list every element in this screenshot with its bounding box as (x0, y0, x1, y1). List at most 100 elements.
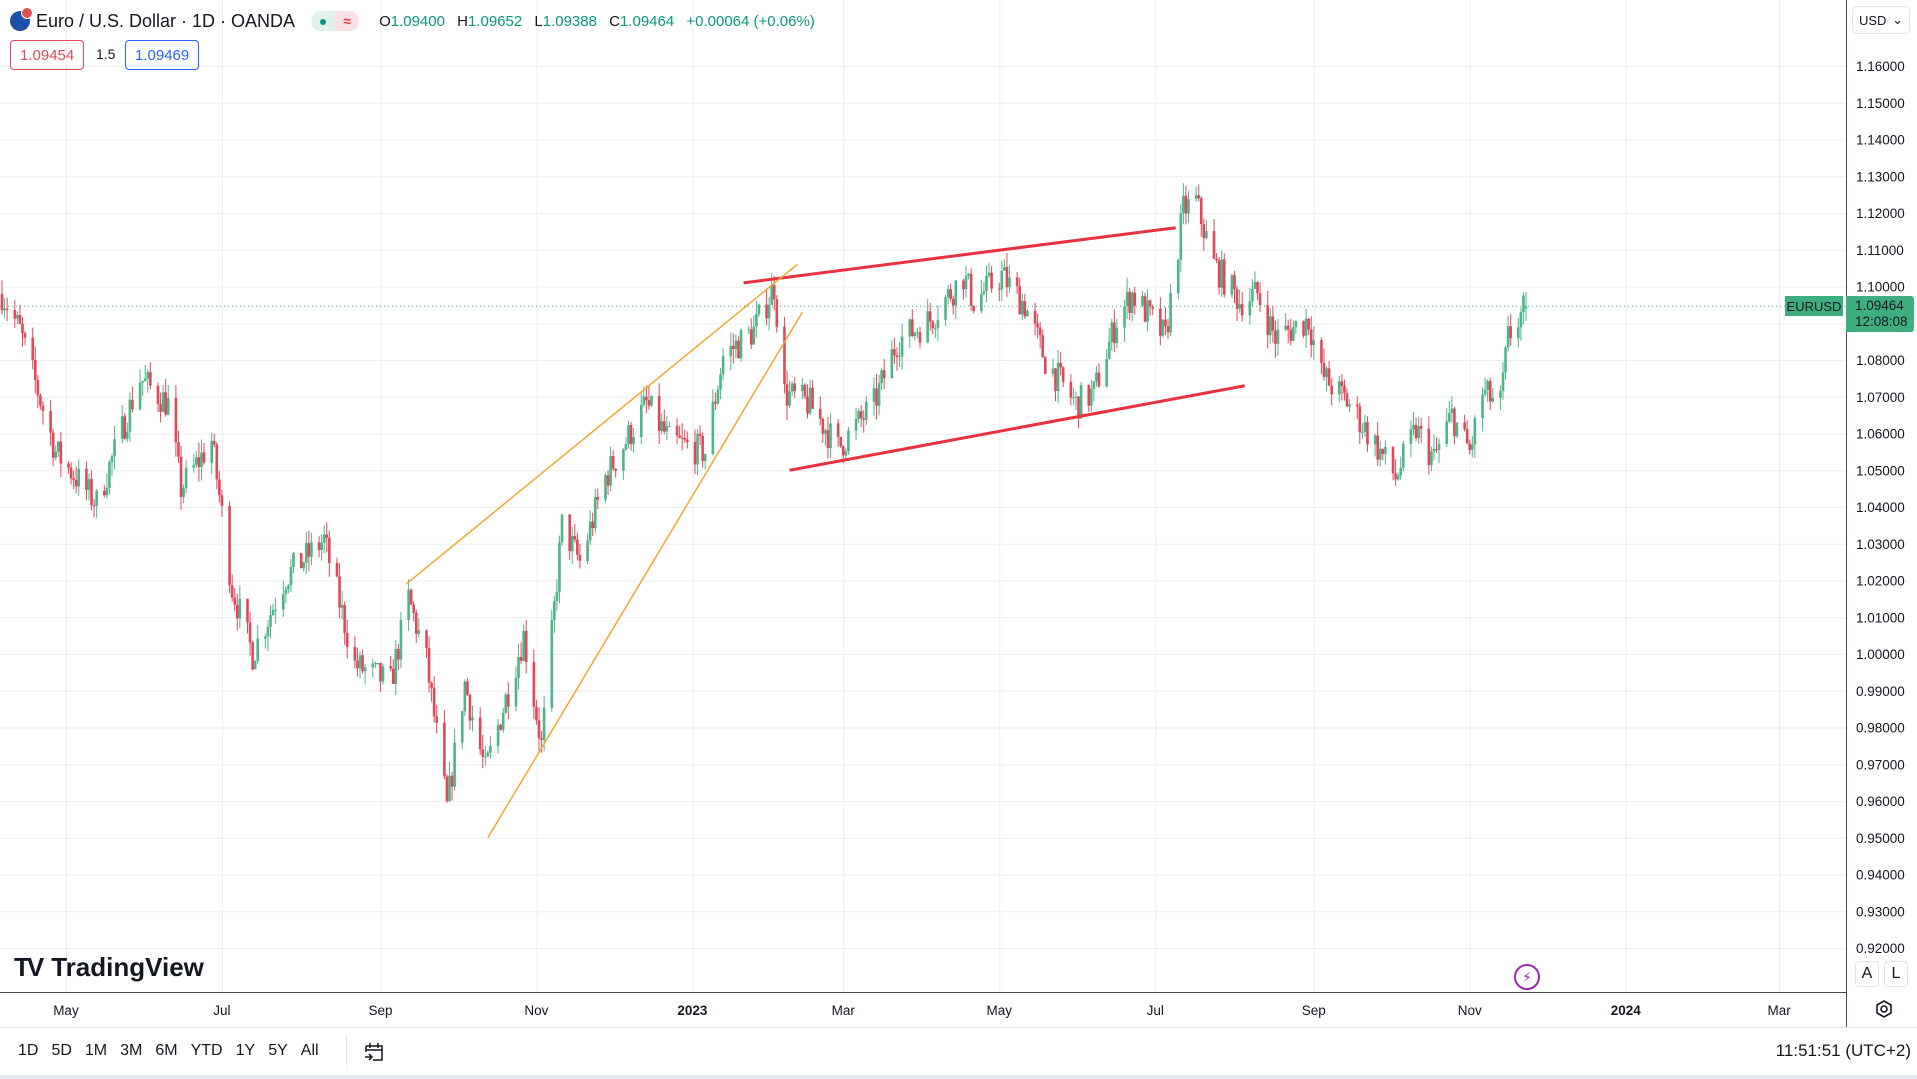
candle-body (895, 355, 899, 358)
candle-body (841, 446, 845, 456)
range-ytd[interactable]: YTD (190, 1042, 223, 1059)
clock[interactable]: 11:51:51 (UTC+2) (1775, 1041, 1911, 1060)
candle-body (864, 401, 868, 420)
candle-body (36, 380, 40, 396)
candle-body (1141, 296, 1144, 306)
log-scale-button[interactable]: L (1884, 961, 1908, 987)
candle-body (310, 542, 313, 557)
red-trendline (789, 384, 1246, 472)
candle-body (650, 395, 653, 406)
last-price: 1.09464 (1855, 298, 1904, 313)
close-label: C (609, 12, 620, 30)
time-tick-label: Mar (1768, 1003, 1792, 1018)
candle-body (1003, 267, 1006, 271)
candle-body (936, 319, 940, 328)
range-5y[interactable]: 5Y (268, 1042, 288, 1059)
candle-body (1215, 258, 1218, 261)
status-pill[interactable]: ● ≈ (311, 11, 360, 31)
range-all[interactable]: All (300, 1042, 319, 1059)
candle-body (857, 411, 860, 420)
candle-body (1008, 277, 1011, 288)
candle-body (77, 468, 81, 487)
candle-body (522, 630, 525, 661)
symbol-title[interactable]: Euro / U.S. Dollar · 1D · OANDA (36, 10, 296, 31)
candle-body (13, 309, 17, 319)
range-1d[interactable]: 1D (18, 1042, 39, 1059)
candle-body (195, 457, 198, 465)
candle-body (1148, 300, 1152, 307)
candle-body (292, 553, 295, 568)
low-label: L (534, 12, 543, 30)
candle-body (72, 478, 75, 480)
sell-button[interactable]: 1.09454 (10, 40, 85, 70)
tradingview-logo[interactable]: TV TradingView (14, 952, 204, 983)
time-tick-label: Mar (832, 1003, 856, 1018)
range-5d[interactable]: 5D (51, 1042, 72, 1059)
candle-body (1401, 443, 1405, 468)
candle-body (1302, 321, 1305, 336)
time-axis[interactable]: May Jul Sep Nov 2023 Mar May Jul Sep Nov 2024 Mar (0, 1003, 1917, 1028)
candle-body (949, 289, 952, 299)
candle-body (1238, 304, 1241, 309)
currency-select[interactable]: USD ⌄ (1852, 6, 1910, 34)
auto-scale-button[interactable]: A (1855, 961, 1879, 987)
candle-body (381, 666, 385, 682)
candle-body (1325, 368, 1328, 377)
range-6m[interactable]: 6M (155, 1042, 178, 1059)
settings-icon[interactable] (1873, 998, 1895, 1020)
candle-body (1361, 431, 1364, 433)
candle-body (184, 467, 188, 489)
price-tick-label: 1.00000 (1856, 647, 1905, 662)
candle-body (645, 396, 648, 401)
candle-body (1230, 275, 1234, 295)
candle-body (614, 468, 618, 471)
price-tick-label: 1.15000 (1856, 96, 1905, 111)
candle-body (1151, 306, 1154, 309)
price-tick-label: 1.05000 (1856, 463, 1905, 478)
candle-body (305, 543, 308, 563)
chevron-down-icon: ⌄ (1892, 12, 1903, 27)
candle-body (668, 425, 671, 427)
candle-body (739, 330, 743, 359)
lightning-icon[interactable]: ⚡ (1514, 964, 1540, 990)
price-tick-label: 1.11000 (1856, 243, 1904, 258)
buy-button[interactable]: 1.09469 (125, 40, 200, 70)
candle-body (951, 298, 955, 306)
candle-body (1506, 326, 1510, 348)
candle-body (335, 562, 339, 577)
bottom-band (0, 1075, 1917, 1079)
candle-body (1307, 318, 1310, 330)
candle-body (844, 451, 848, 456)
candle-body (1465, 429, 1469, 444)
candle-body (468, 695, 472, 721)
candle-body (1517, 327, 1520, 339)
price-axis[interactable]: 1.16000 1.15000 1.14000 1.13000 1.12000 1.110… (1856, 59, 1905, 956)
candle-body (1468, 443, 1472, 450)
candle-body (893, 349, 896, 356)
candle-body (307, 543, 311, 557)
trendlines[interactable] (405, 226, 1246, 839)
candle-body (714, 401, 717, 404)
range-1m[interactable]: 1M (84, 1042, 108, 1059)
candle-body (1381, 448, 1385, 455)
candle-body (944, 297, 947, 320)
candle-body (1159, 308, 1162, 336)
candle-body (74, 479, 78, 487)
candle-body (1222, 259, 1226, 295)
range-1y[interactable]: 1Y (235, 1042, 256, 1059)
candle-body (379, 662, 382, 682)
candle-body (218, 479, 221, 496)
candle-body (770, 285, 773, 305)
go-to-date-icon[interactable] (361, 1038, 387, 1064)
range-3m[interactable]: 3M (120, 1042, 143, 1059)
candle-body (1123, 306, 1126, 328)
candle-body (1125, 291, 1129, 307)
logo-text: TradingView (51, 952, 204, 982)
candle-body (1348, 404, 1351, 407)
candle-body (872, 388, 876, 402)
orange-trendline (405, 263, 798, 585)
candle-body (1130, 292, 1134, 313)
candle-body (765, 304, 768, 319)
candle-body (274, 609, 277, 611)
